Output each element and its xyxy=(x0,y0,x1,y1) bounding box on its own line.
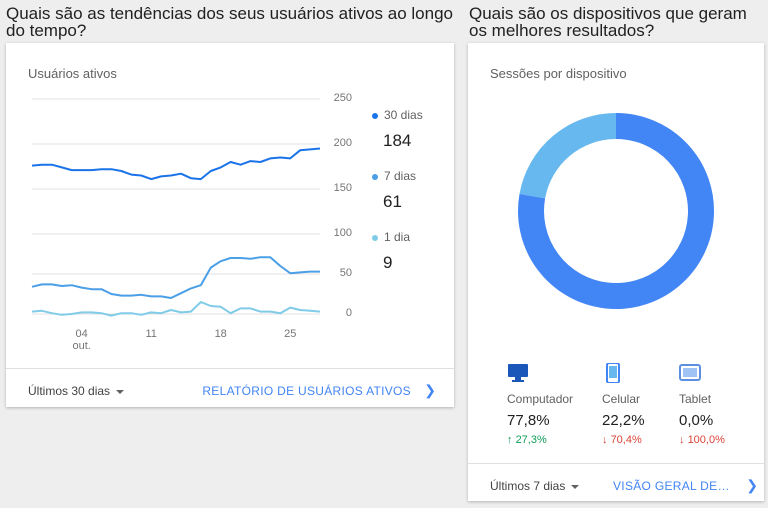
device-desktop-change-value: 27,3% xyxy=(515,434,547,446)
device-phone: Celular 22,2% ↓ 70,4% xyxy=(602,362,692,446)
chevron-right-icon[interactable]: ❯ xyxy=(746,477,758,493)
legend-7-days-dot xyxy=(372,173,378,180)
active-users-question-heading: Quais são as tendências dos seus usuário… xyxy=(6,4,453,40)
series-line-1-dia xyxy=(31,301,321,317)
device-desktop-pct: 77,8% xyxy=(507,412,550,429)
legend-1-day-label: 1 dia xyxy=(384,230,411,244)
y-tick-label: 50 xyxy=(339,267,352,279)
device-tablet-change-value: 100,0% xyxy=(687,434,725,446)
chevron-right-icon[interactable]: ❯ xyxy=(424,382,436,398)
devices-footer: Últimos 7 dias VISÃO GERAL DE DISPOSITIV… xyxy=(468,463,764,507)
legend-30-days-label: 30 dias xyxy=(384,108,423,122)
desktop-icon xyxy=(508,364,528,382)
devices-card: Sessões por dispositivo Computador 77,8%… xyxy=(468,43,764,501)
device-phone-change-value: 70,4% xyxy=(610,434,642,446)
devices-question-heading: Quais são os dispositivos que geram os m… xyxy=(469,4,747,40)
device-tablet-pct: 0,0% xyxy=(679,412,714,429)
device-phone-change: ↓ 70,4% xyxy=(602,434,692,446)
caret-down-icon xyxy=(116,389,125,394)
device-phone-pct: 22,2% xyxy=(602,412,645,429)
device-desktop: Computador 77,8% ↑ 27,3% xyxy=(507,363,597,446)
period-dropdown[interactable]: Últimos 30 dias xyxy=(28,384,125,398)
legend-30-days-dot xyxy=(372,112,378,119)
device-tablet-name: Tablet xyxy=(679,392,712,406)
x-tick-label: 18 xyxy=(214,328,227,340)
device-desktop-change: ↑ 27,3% xyxy=(507,434,597,446)
arrow-down-icon: ↓ xyxy=(679,434,685,446)
y-tick-label: 100 xyxy=(333,227,352,239)
tablet-icon xyxy=(679,364,701,381)
active-users-footer: Últimos 30 dias RELATÓRIO DE USUÁRIOS AT… xyxy=(6,368,454,412)
sessions-donut-chart xyxy=(518,113,714,309)
device-desktop-name: Computador xyxy=(507,392,574,406)
caret-down-icon xyxy=(571,484,580,489)
arrow-down-icon: ↓ xyxy=(602,434,608,446)
active-users-card: Usuários ativos 150 200 250 0 50 100 04 out. 11… xyxy=(6,43,454,407)
y-tick-label: 250 xyxy=(333,92,352,104)
legend-7-days-label: 7 dias xyxy=(384,169,417,183)
devices-overview-link[interactable]: VISÃO GERAL DE DISPOSITIVOS xyxy=(613,479,730,493)
period-dropdown-label: Últimos 7 dias xyxy=(490,479,566,493)
series-line-7-dias xyxy=(31,256,320,299)
legend-1-day-value: 9 xyxy=(383,253,393,272)
legend-30-days: 30 dias 184 xyxy=(372,108,452,151)
active-users-report-link[interactable]: RELATÓRIO DE USUÁRIOS ATIVOS xyxy=(202,384,411,398)
phone-icon xyxy=(606,362,620,384)
device-tablet: Tablet 0,0% ↓ 100,0% xyxy=(679,363,768,446)
active-users-line-chart xyxy=(31,98,321,317)
donut-slice-celular xyxy=(519,113,617,199)
series-line-30-dias xyxy=(31,147,321,181)
legend-7-days-value: 61 xyxy=(383,192,402,211)
period-dropdown[interactable]: Últimos 7 dias xyxy=(490,479,580,493)
legend-7-days: 7 dias 61 xyxy=(372,169,452,212)
active-users-card-title: Usuários ativos xyxy=(28,66,117,81)
y-tick-label: 200 xyxy=(333,137,352,149)
x-tick-label: 11 xyxy=(145,328,157,340)
device-phone-name: Celular xyxy=(602,392,641,406)
legend-30-days-value: 184 xyxy=(383,131,412,150)
x-tick-label: 04 out. xyxy=(67,328,97,352)
donut-slice-computador xyxy=(518,113,714,309)
x-tick-sublabel: out. xyxy=(72,340,91,352)
period-dropdown-label: Últimos 30 dias xyxy=(28,384,111,398)
devices-card-title: Sessões por dispositivo xyxy=(490,66,627,81)
legend-1-day: 1 dia 9 xyxy=(372,230,452,273)
legend-1-day-dot xyxy=(372,234,378,241)
y-tick-label: 0 xyxy=(345,307,352,319)
x-tick-label: 25 xyxy=(284,328,297,340)
arrow-up-icon: ↑ xyxy=(507,434,513,446)
device-tablet-change: ↓ 100,0% xyxy=(679,434,768,446)
y-tick-label: 150 xyxy=(333,182,352,194)
